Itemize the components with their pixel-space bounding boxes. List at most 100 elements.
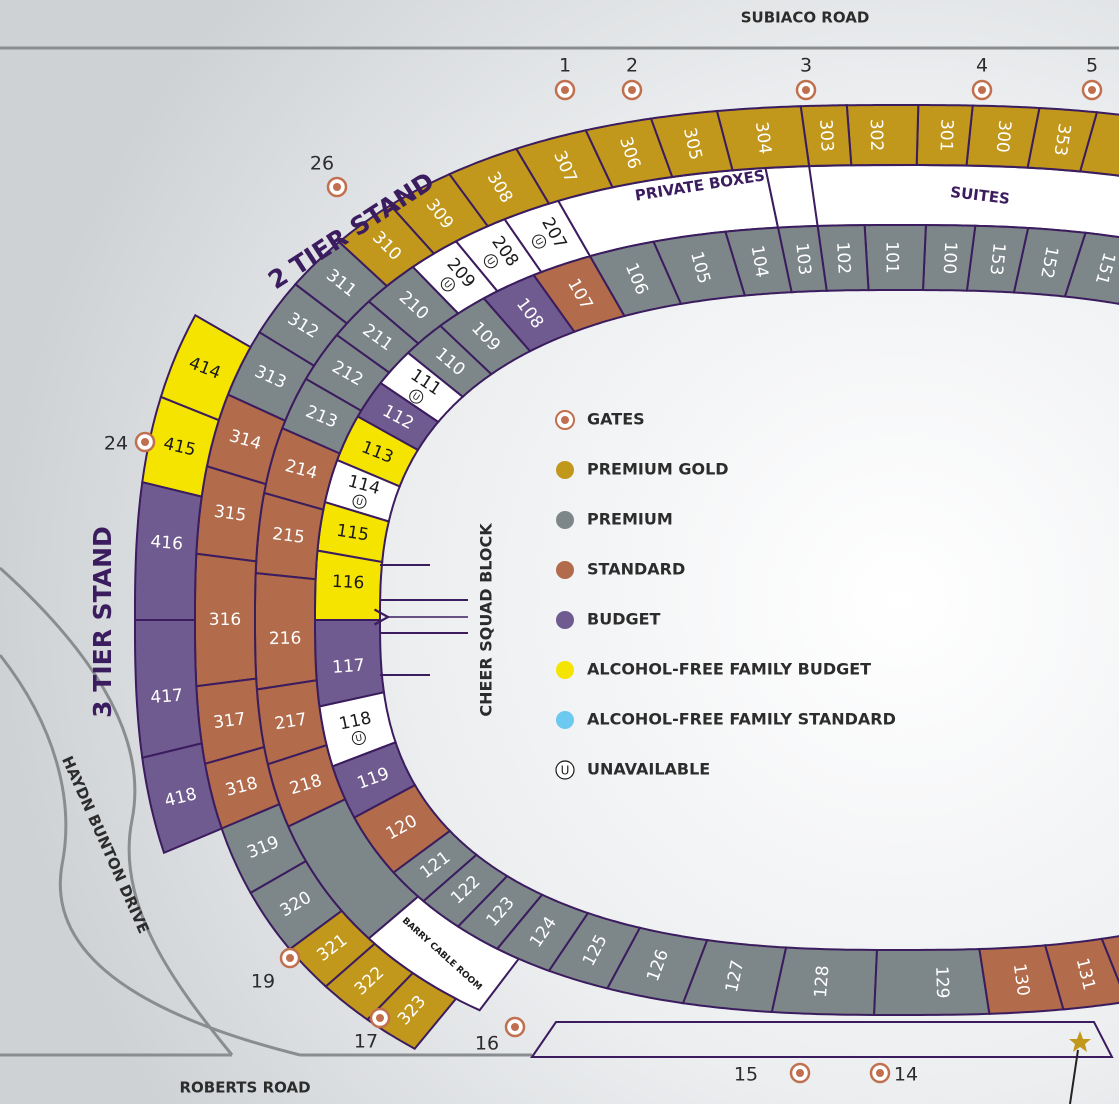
unavailable-symbol: U	[532, 237, 544, 248]
gate-label: 2	[626, 55, 638, 77]
unavailable-icon	[352, 494, 367, 509]
section-label-group: 417	[150, 686, 184, 708]
section-label-group: 303	[815, 119, 837, 153]
gate-label: 15	[734, 1064, 758, 1086]
section-label-group: 101	[882, 241, 902, 274]
section-label-group: 316	[209, 610, 241, 630]
stand-label: 3 TIER STAND	[88, 526, 117, 718]
seating-area	[1078, 111, 1119, 177]
legend-marker	[556, 561, 574, 579]
unavailable-icon	[351, 730, 366, 745]
road-label: SUBIACO ROAD	[741, 9, 870, 27]
unavailable-symbol: U	[355, 733, 364, 744]
gate-marker	[333, 183, 341, 191]
gate-marker	[876, 1069, 884, 1077]
pointer-line	[1069, 1049, 1079, 1104]
section-label: 316	[209, 610, 241, 630]
gate-label: 24	[104, 433, 128, 455]
legend-symbol: U	[561, 764, 570, 778]
section	[978, 944, 1065, 1015]
gate-marker	[561, 86, 569, 94]
road-label: ROBERTS ROAD	[179, 1079, 310, 1097]
unavailable-icon	[483, 254, 498, 269]
section-label: 128	[811, 965, 833, 999]
section	[352, 783, 452, 874]
legend-marker	[556, 661, 574, 679]
section-label: 101	[882, 241, 902, 274]
section	[1012, 226, 1087, 298]
section	[1026, 106, 1099, 173]
gate-marker	[796, 1069, 804, 1077]
gate-label: 16	[475, 1033, 499, 1055]
gate-label: 17	[354, 1031, 378, 1053]
section	[456, 874, 544, 951]
section	[514, 129, 614, 205]
section	[652, 230, 747, 306]
legend-label: PREMIUM GOLD	[587, 460, 729, 479]
legend-label: UNAVAILABLE	[587, 760, 710, 779]
gate-marker	[141, 438, 149, 446]
section-label: 130	[1009, 962, 1033, 997]
section	[1063, 231, 1119, 305]
unavailable-symbol: U	[355, 497, 364, 508]
section-label: 302	[866, 119, 886, 152]
gate-marker	[628, 86, 636, 94]
section	[724, 226, 793, 297]
gate-marker	[511, 1023, 519, 1031]
section-label-group: 317	[212, 709, 247, 733]
section	[799, 104, 853, 168]
legend-label: GATES	[587, 410, 645, 429]
section	[365, 971, 458, 1050]
section-label-group: 102	[832, 241, 854, 274]
section	[588, 240, 683, 318]
gate-label: 19	[251, 971, 275, 993]
section	[845, 104, 920, 167]
section	[337, 203, 436, 288]
gate-label: 26	[310, 153, 334, 175]
gate-marker	[802, 86, 810, 94]
concourse	[530, 1021, 1114, 1058]
section-label: 153	[985, 242, 1008, 276]
unavailable-symbol: U	[441, 279, 453, 291]
section	[324, 942, 415, 1021]
section	[681, 939, 788, 1014]
section	[770, 946, 879, 1017]
section	[965, 224, 1030, 294]
section-label: 117	[332, 656, 366, 678]
sections: 1511521531001011021031041051061071081091…	[134, 104, 1119, 1050]
legend-label: BUDGET	[587, 610, 661, 629]
section	[495, 893, 590, 973]
section	[605, 926, 709, 1005]
section-label: 100	[939, 241, 960, 274]
section-label: 315	[213, 502, 248, 526]
section-label: 301	[935, 119, 956, 152]
section	[159, 313, 252, 422]
gate-marker	[1088, 86, 1096, 94]
legend-marker	[561, 416, 569, 424]
section-label-group: 100	[939, 241, 960, 274]
section	[141, 742, 223, 855]
section	[584, 117, 674, 189]
section-label-group: 215	[271, 524, 306, 548]
legend-marker	[556, 611, 574, 629]
section-label: 102	[832, 241, 854, 274]
road-line	[0, 654, 301, 1057]
gate-label: 14	[894, 1064, 918, 1086]
section	[915, 104, 974, 167]
unavailable-symbol: U	[410, 391, 421, 403]
section-label-group: 315	[213, 502, 248, 526]
section-label-group: 416	[150, 532, 184, 554]
section-label-group: 300	[992, 119, 1015, 153]
section-label-group: 301	[935, 119, 956, 152]
section	[816, 224, 870, 292]
section-label-group: 130	[1009, 962, 1033, 997]
section	[921, 223, 977, 292]
unavailable-icon	[440, 277, 455, 292]
section-label: 303	[815, 119, 837, 153]
unavailable-icon	[409, 389, 424, 404]
section	[776, 224, 828, 294]
section-label: 215	[271, 524, 306, 548]
legend-marker	[556, 711, 574, 729]
section-label-group: 216	[269, 629, 302, 650]
